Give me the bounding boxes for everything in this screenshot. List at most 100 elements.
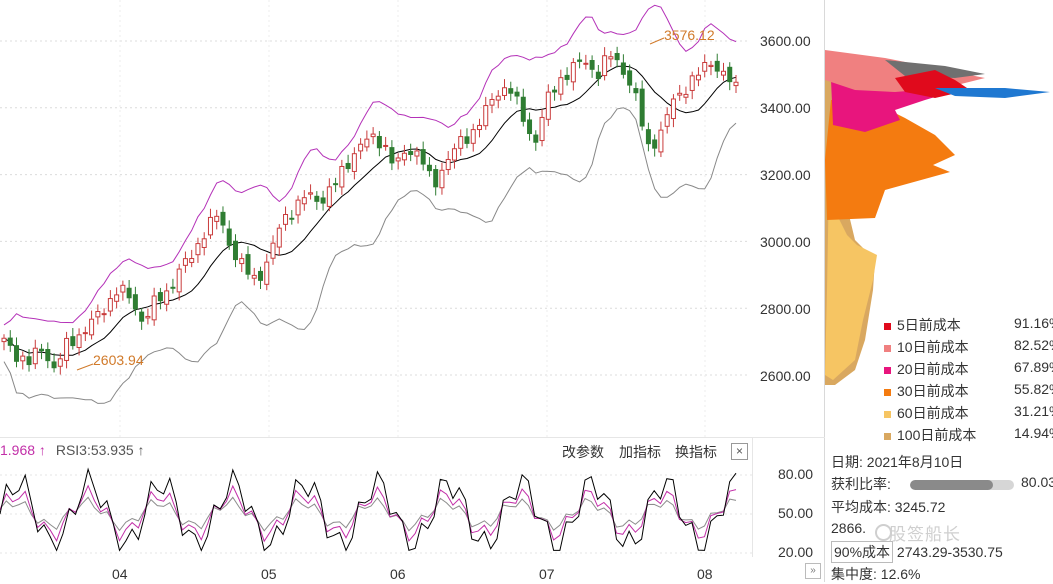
candle-body [1, 337, 7, 343]
date-row: 日期: 2021年8月10日 [831, 452, 963, 472]
candle-body [502, 87, 508, 96]
candle-body [151, 295, 157, 321]
candle-body [527, 119, 533, 135]
candle-body [132, 294, 138, 310]
candle-body [376, 135, 382, 149]
profit-value: 80.03% [1021, 474, 1053, 490]
candle-body [401, 152, 407, 161]
candle-body [264, 261, 270, 285]
rsi-tick-label: 80.00 [778, 466, 814, 482]
profit-label: 获利比率: [831, 476, 891, 492]
candle-body [458, 136, 464, 149]
legend-swatch [884, 410, 891, 418]
candle-body [439, 169, 445, 189]
candle-body [670, 98, 676, 120]
legend-swatch [884, 322, 891, 330]
price-tick-label: 2600.00 [760, 368, 811, 384]
candle-body [139, 311, 145, 322]
legend-percent: 31.21% [1014, 403, 1053, 419]
candle-body [658, 129, 664, 153]
cost-legend-item: 100日前成本 14.94% [884, 425, 1053, 445]
legend-percent: 14.94% [1014, 425, 1053, 441]
candle-body [664, 114, 670, 127]
candle-body [720, 70, 726, 76]
candle-body [389, 147, 395, 164]
candle-body [508, 88, 514, 94]
candle-body [289, 217, 295, 220]
add-indicator-button[interactable]: 加指标 [619, 444, 661, 460]
candle-body [314, 195, 320, 202]
candle-body [370, 133, 376, 138]
change-params-button[interactable]: 改参数 [562, 444, 604, 460]
candle-body [7, 337, 13, 346]
candle-body [552, 89, 558, 93]
avg-cost-label: 平均成本: [831, 499, 891, 515]
candle-body [20, 355, 26, 362]
high-price-annotation: 3576.12 [664, 27, 715, 43]
candle-body [32, 347, 38, 365]
candle-body [645, 129, 651, 145]
switch-indicator-button[interactable]: 换指标 [675, 444, 717, 460]
high-marker-line [649, 37, 665, 45]
candle-body [639, 88, 645, 127]
kline-chart-svg[interactable] [0, 0, 825, 440]
candle-body [333, 183, 339, 186]
candle-body [476, 124, 482, 131]
candle-body [520, 96, 526, 122]
low-marker-line [76, 363, 94, 371]
legend-label: 100日前成本 [897, 427, 977, 443]
candle-body [189, 258, 195, 263]
fold-panel-icon[interactable]: » [805, 563, 821, 579]
candle-body [107, 298, 113, 312]
candle-body [39, 348, 45, 352]
rsi-chart-svg[interactable] [0, 458, 752, 558]
rsi-chart[interactable] [0, 458, 752, 558]
cost-legend-item: 60日前成本 31.21% [884, 403, 1053, 423]
candle-body [345, 162, 351, 170]
date-label: 日期: [831, 454, 863, 470]
axis-divider [824, 0, 825, 582]
rsi-axis-divider [752, 437, 753, 557]
candle-body [239, 258, 245, 265]
candle-body [157, 292, 163, 302]
candle-body [533, 134, 539, 143]
legend-swatch [884, 344, 891, 352]
candle-body [82, 332, 88, 335]
legend-label: 60日前成本 [897, 405, 969, 421]
bollinger-mid-line [3, 65, 737, 356]
candle-body [564, 74, 570, 80]
range-selector[interactable]: 90%成本 [831, 541, 894, 563]
watermark-icon [875, 524, 892, 541]
candle-body [483, 105, 489, 127]
chip-profile-5d-grey [885, 60, 985, 78]
low-price-annotation: 2603.94 [93, 352, 144, 368]
price-tick-label: 2800.00 [760, 301, 811, 317]
kline-chart[interactable] [0, 0, 825, 440]
candle-body [433, 169, 439, 188]
month-label: 07 [539, 566, 555, 582]
candle-body [295, 199, 301, 216]
profit-ratio-fill [910, 480, 994, 490]
candle-body [589, 60, 595, 70]
month-label: 05 [261, 566, 277, 582]
legend-percent: 55.82% [1014, 381, 1053, 397]
candle-body [339, 165, 345, 188]
candle-body [489, 98, 495, 106]
candle-body [126, 287, 132, 299]
chip-profile-60d [825, 180, 877, 380]
candle-body [583, 62, 589, 65]
candle-body [595, 71, 601, 80]
candle-body [677, 92, 683, 96]
candle-body [182, 258, 188, 266]
legend-percent: 91.16% [1014, 315, 1053, 331]
close-icon[interactable]: × [731, 443, 748, 460]
candle-body [76, 334, 82, 348]
chip-distribution-svg [825, 50, 1050, 385]
candle-body [408, 151, 414, 155]
legend-label: 10日前成本 [897, 339, 969, 355]
candle-body [308, 192, 314, 195]
candle-body [414, 150, 420, 157]
candle-body [220, 211, 226, 226]
candle-body [145, 315, 151, 319]
legend-swatch [884, 388, 891, 396]
